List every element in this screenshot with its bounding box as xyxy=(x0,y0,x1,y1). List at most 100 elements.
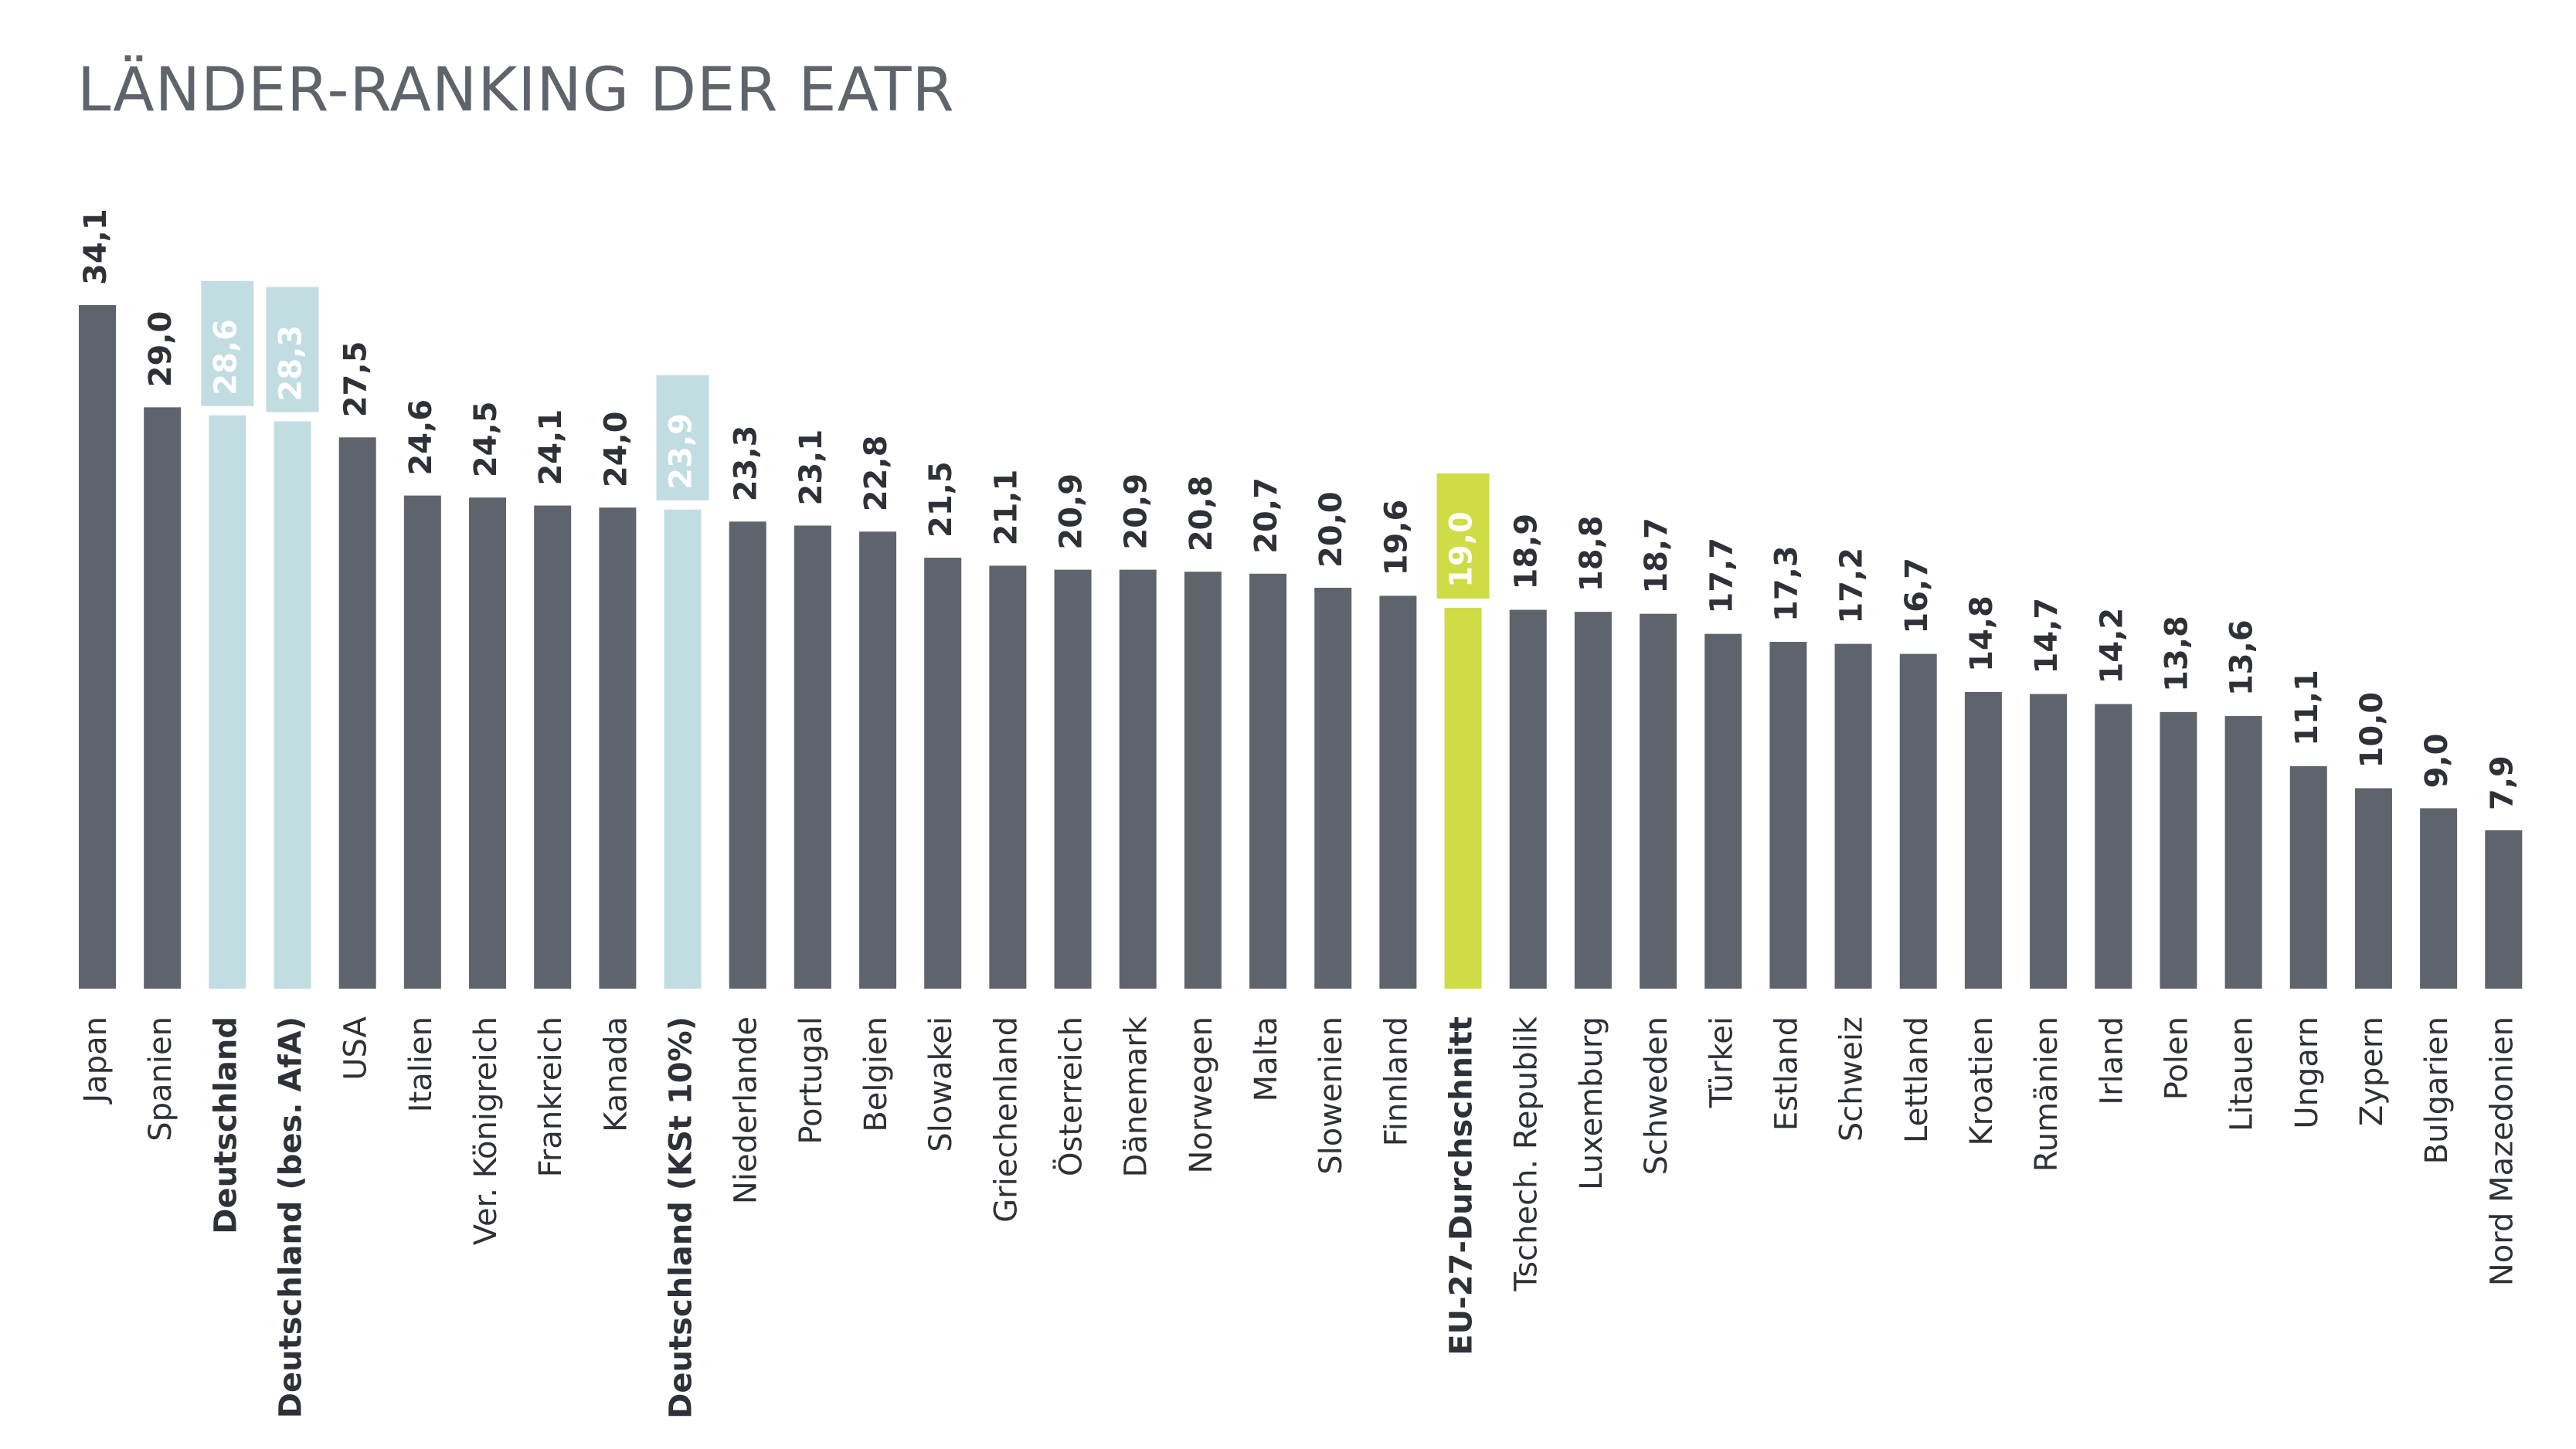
value-label: 22,8 xyxy=(858,436,894,512)
value-label: 20,7 xyxy=(1249,477,1284,554)
category-label: Estland xyxy=(1769,1016,1804,1131)
bar xyxy=(1769,642,1807,989)
value-label-group: 34,1 xyxy=(78,209,114,285)
bar xyxy=(2485,830,2523,989)
category-label: Griechenland xyxy=(988,1016,1024,1223)
value-label-group: 22,8 xyxy=(858,436,894,512)
category-label: Slowenien xyxy=(1313,1016,1349,1175)
value-label-group: 14,8 xyxy=(1964,596,2000,672)
bar xyxy=(469,497,507,989)
bar xyxy=(534,505,572,989)
bar xyxy=(1249,573,1287,989)
value-label-group: 21,5 xyxy=(923,461,959,538)
value-label-group: 19,0 xyxy=(1436,473,1490,599)
category-label: Schweiz xyxy=(1834,1016,1870,1142)
category-label: Luxemburg xyxy=(1574,1016,1609,1190)
bar xyxy=(2160,711,2197,989)
category-label: Türkei xyxy=(1704,1016,1739,1108)
bar xyxy=(664,509,702,989)
value-label-group: 13,8 xyxy=(2159,616,2194,692)
value-label-group: 20,0 xyxy=(1313,491,1349,568)
category-label: Japan xyxy=(78,1016,114,1105)
category-label: Niederlande xyxy=(729,1016,764,1204)
bar xyxy=(599,507,637,989)
bar xyxy=(1704,633,1742,989)
bar xyxy=(2289,765,2327,989)
value-label-group: 20,9 xyxy=(1119,473,1154,550)
value-label: 16,7 xyxy=(1899,558,1935,634)
bar xyxy=(1834,643,1872,989)
bar xyxy=(1509,609,1547,989)
category-label: Deutschland (KSt 10%) xyxy=(664,1016,699,1419)
category-label: Italien xyxy=(403,1016,439,1112)
category-label: Zypern xyxy=(2354,1016,2390,1126)
value-label-group: 23,1 xyxy=(794,429,829,506)
value-label-group: 28,3 xyxy=(266,287,319,412)
value-label: 28,3 xyxy=(274,325,309,402)
value-label-group: 17,2 xyxy=(1834,548,1870,624)
bar xyxy=(2224,716,2262,989)
value-label: 29,0 xyxy=(143,311,178,388)
value-label: 21,1 xyxy=(988,470,1024,546)
value-label: 14,2 xyxy=(2094,608,2129,684)
bar xyxy=(794,525,831,989)
value-label-group: 7,9 xyxy=(2484,755,2520,810)
value-label-group: 17,3 xyxy=(1769,545,1804,622)
bar xyxy=(924,558,962,989)
value-label-group: 10,0 xyxy=(2354,692,2390,769)
value-label-group: 28,6 xyxy=(201,280,254,406)
category-label: Finnland xyxy=(1378,1016,1414,1146)
value-label-group: 18,9 xyxy=(1509,514,1545,590)
value-label-group: 20,8 xyxy=(1184,475,1219,551)
bar xyxy=(2420,808,2458,989)
value-label-group: 24,5 xyxy=(468,401,504,477)
category-label: Polen xyxy=(2159,1016,2194,1100)
value-label: 7,9 xyxy=(2484,755,2520,810)
bar xyxy=(1640,613,1677,989)
category-label: Lettland xyxy=(1899,1016,1935,1143)
category-label: Frankreich xyxy=(533,1016,569,1177)
category-label: Tschech. Republik xyxy=(1509,1016,1545,1291)
value-label-group: 23,3 xyxy=(729,426,764,502)
value-label: 24,6 xyxy=(403,399,439,476)
value-label-group: 9,0 xyxy=(2419,734,2455,789)
value-label: 17,3 xyxy=(1769,545,1804,622)
bar xyxy=(1314,587,1352,989)
category-label: Dänemark xyxy=(1119,1016,1154,1177)
value-label-group: 14,2 xyxy=(2094,608,2129,684)
value-label-group: 24,0 xyxy=(598,411,634,487)
bar xyxy=(1054,569,1092,989)
value-label: 20,8 xyxy=(1184,475,1219,551)
value-label: 19,0 xyxy=(1444,511,1480,588)
value-label: 20,0 xyxy=(1313,491,1349,568)
bar xyxy=(1119,569,1157,989)
value-label-group: 23,9 xyxy=(656,375,709,501)
category-label: Spanien xyxy=(143,1016,178,1142)
bar xyxy=(2030,694,2068,989)
category-label: Österreich xyxy=(1052,1016,1089,1176)
bar xyxy=(1444,607,1482,989)
bar xyxy=(403,495,441,989)
value-label: 9,0 xyxy=(2419,734,2455,789)
bar xyxy=(1184,572,1222,989)
value-label: 34,1 xyxy=(78,209,114,285)
bar xyxy=(144,407,182,989)
bar xyxy=(338,437,376,989)
value-label-group: 13,6 xyxy=(2224,619,2260,696)
category-label: Irland xyxy=(2094,1016,2129,1105)
value-label-group: 14,7 xyxy=(2029,598,2065,674)
category-label: USA xyxy=(338,1016,374,1080)
value-label: 23,1 xyxy=(794,429,829,506)
value-label-group: 20,9 xyxy=(1054,473,1089,550)
category-label: Deutschland (bes. AfA) xyxy=(274,1016,309,1418)
value-label-box xyxy=(201,280,254,406)
value-label-group: 17,7 xyxy=(1704,538,1739,614)
bar xyxy=(1899,653,1937,989)
value-label-group: 16,7 xyxy=(1899,558,1935,634)
value-label-box xyxy=(1436,473,1490,599)
value-label-group: 21,1 xyxy=(988,470,1024,546)
value-label: 19,6 xyxy=(1378,500,1414,576)
category-label: EU-27-Durchschnitt xyxy=(1444,1016,1480,1356)
category-label: Litauen xyxy=(2224,1016,2260,1132)
value-label: 11,1 xyxy=(2289,670,2325,746)
